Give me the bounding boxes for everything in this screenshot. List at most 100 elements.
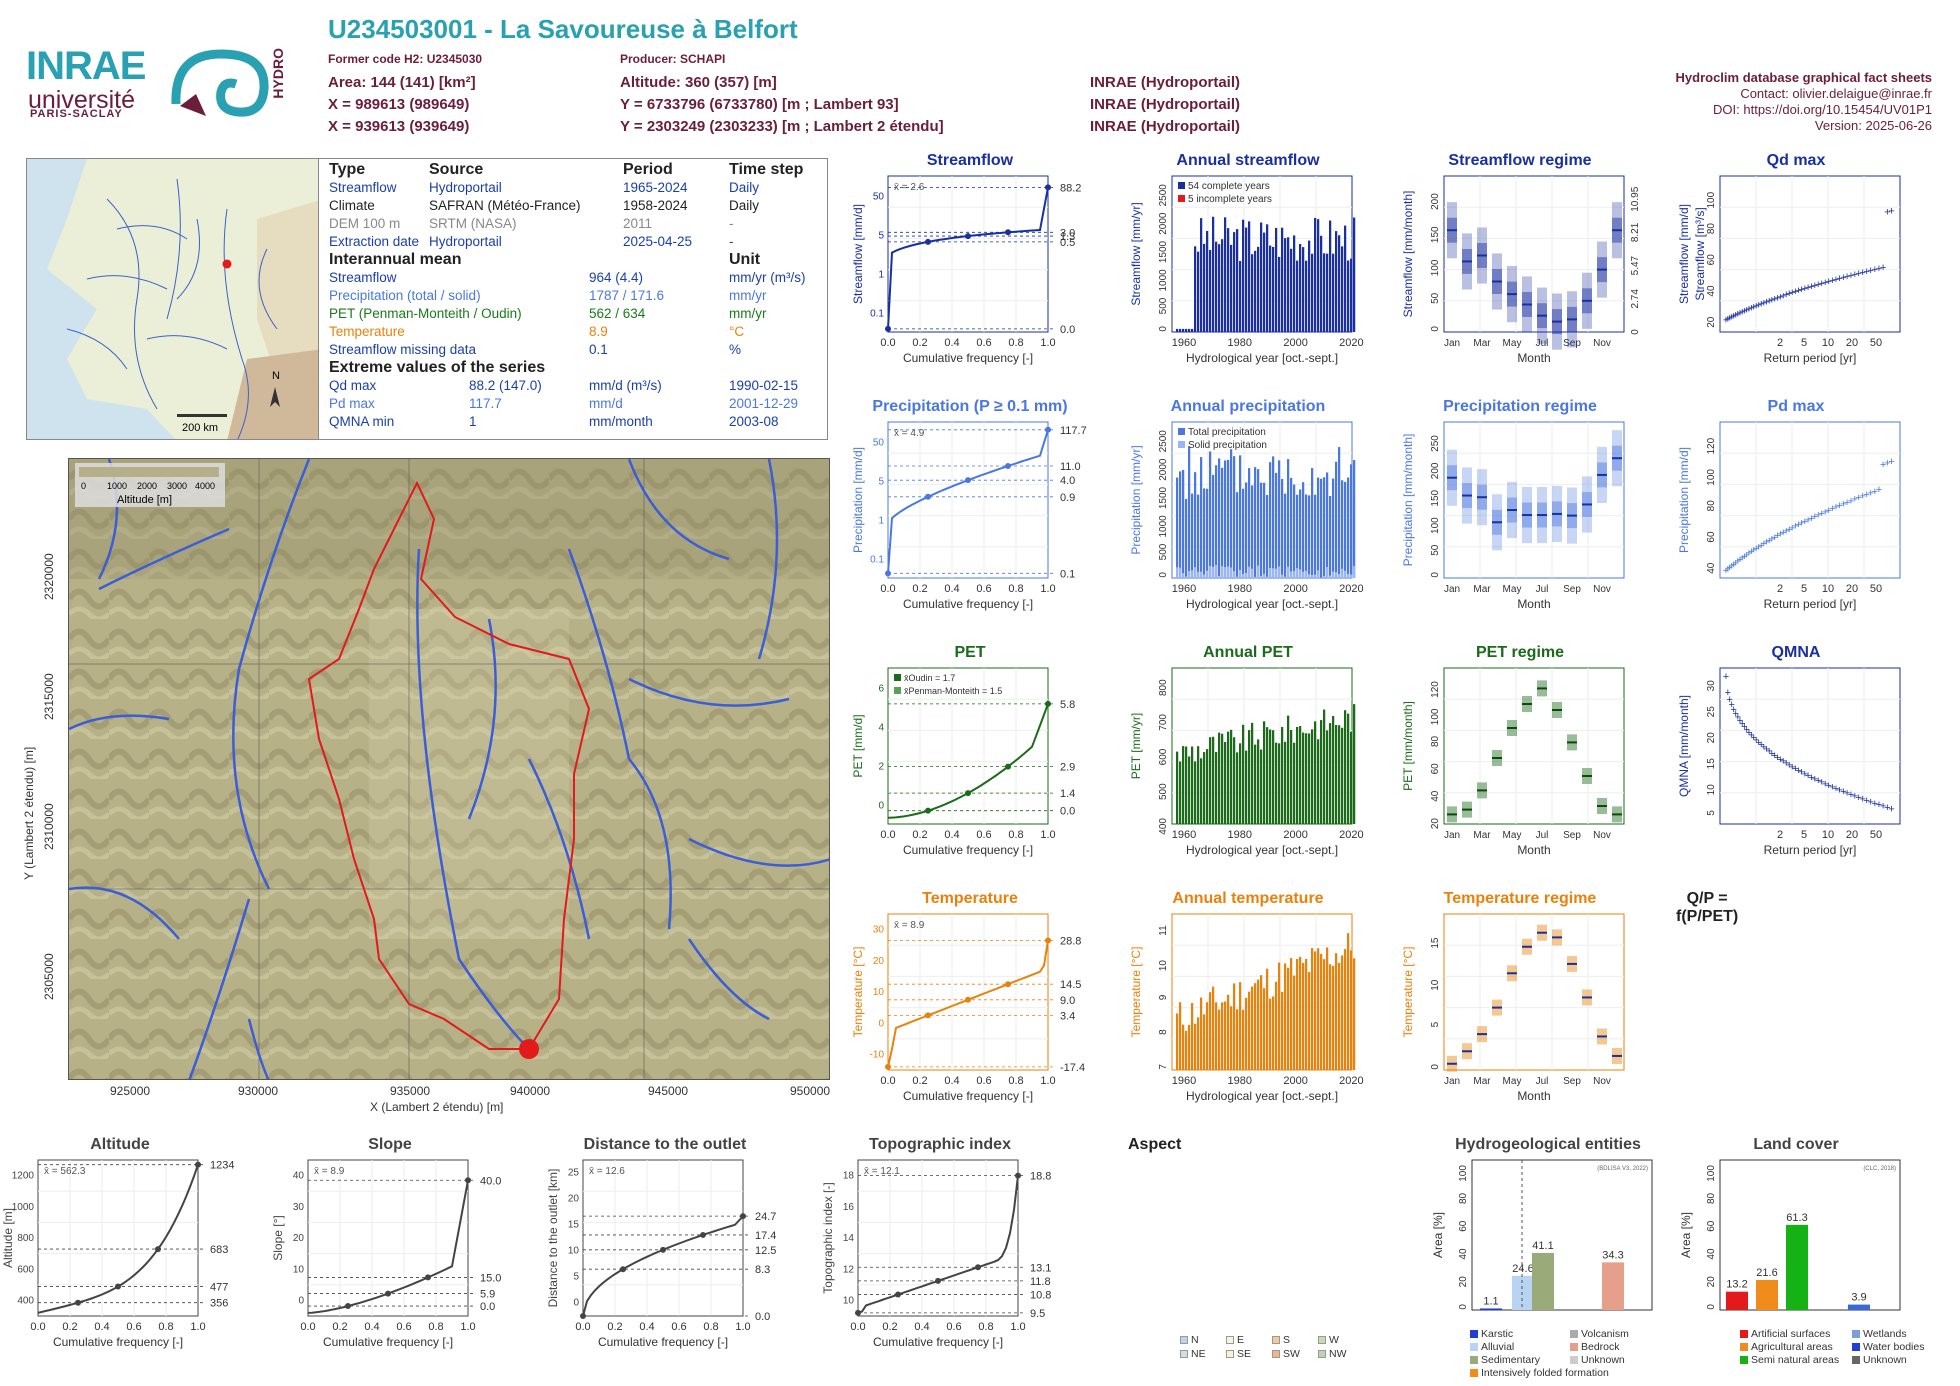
legend-entry: Intensively folded formation [1470, 1367, 1609, 1380]
bar [1344, 481, 1347, 578]
bar [1221, 733, 1224, 824]
producer: Producer: SCHAPI [620, 52, 726, 66]
bar [1188, 328, 1191, 332]
quantile-point [195, 1161, 201, 1168]
quantile-point [385, 1290, 391, 1297]
bar [1236, 1009, 1239, 1070]
y-tick: 100 [1430, 708, 1441, 725]
right-tick: 477 [210, 1282, 228, 1294]
quantile-point [740, 1213, 746, 1220]
bar [1230, 1006, 1233, 1070]
data-point: + [1833, 783, 1839, 795]
hydro-ram-logo [171, 49, 269, 117]
bar [1212, 216, 1215, 332]
y-tick: 0 [298, 1296, 304, 1307]
bar [1350, 731, 1353, 824]
bar [1344, 225, 1347, 332]
right-tick: 12.5 [755, 1245, 776, 1257]
info-mean-precip: Precipitation (total / solid) 1787 / 171.… [329, 288, 767, 303]
data-point: + [1840, 272, 1846, 284]
y-axis-label: Precipitation [mm/d] [851, 447, 865, 553]
bar [1338, 962, 1341, 1070]
bar [1317, 219, 1320, 332]
y-axis-label: Altitude [m] [1, 1208, 15, 1268]
bar [1296, 260, 1299, 332]
x-tick: 1980 [1228, 583, 1252, 595]
bar [1335, 953, 1338, 1070]
y-axis-label: PET [mm/month] [1401, 701, 1415, 791]
bar-solid [1212, 566, 1215, 578]
data-point: + [1783, 289, 1789, 301]
bar [1281, 991, 1284, 1070]
y-axis-label: Streamflow [mm/yr] [1129, 202, 1143, 305]
bar [1308, 733, 1311, 824]
data-point: + [1786, 524, 1792, 536]
data-point: + [1723, 315, 1729, 327]
x-tick: 1.0 [735, 1321, 750, 1333]
quantile-point [925, 493, 931, 500]
data-point: + [1829, 781, 1835, 793]
data-point: + [1808, 772, 1814, 784]
bar [1248, 221, 1251, 332]
quantile-point [700, 1231, 706, 1238]
x-tick: 0.4 [364, 1321, 379, 1333]
info-missing: Streamflow missing data 0.1% [329, 342, 742, 357]
chart-svg: Jan Mar May Jul Sep Nov 0 5 10 15 Month Temperature… [1401, 913, 1625, 1103]
page-title: U234503001 - La Savoureuse à Belfort [328, 14, 798, 44]
chart-title: QMNA [1771, 644, 1821, 661]
bar [1726, 1291, 1748, 1310]
quantile-point [925, 238, 931, 245]
chart-pet_regime: PET regime Jan Mar May Jul Sep Nov 20 40 60 80 100 1… [1400, 644, 1640, 884]
chart-svg: 0.0 0.2 0.4 0.6 0.8 1.0 Cumulative frequency [… [851, 913, 1085, 1103]
right-tick: 11.0 [1060, 461, 1081, 473]
data-point: + [1836, 273, 1842, 285]
paris-saclay-logo: PARIS-SACLAY [30, 108, 123, 120]
bar [1293, 742, 1296, 824]
value-label: 13.2 [1726, 1279, 1747, 1291]
legend-entry: 54 complete years [1188, 181, 1270, 192]
chart-landcover: Land cover 0 20 40 60 80 100 Area [%] (CLC, 2018… [1676, 1136, 1916, 1336]
chart-title: PET [954, 644, 986, 661]
data-point: + [1855, 492, 1861, 504]
bar [1323, 253, 1326, 332]
quantile-point [885, 570, 891, 577]
data-point: + [1763, 296, 1769, 308]
mean-label: x̄ = 8.9 [314, 1166, 345, 1177]
data-point: + [1812, 511, 1818, 523]
y-tick: 5 [573, 1272, 579, 1283]
chart-title: Streamflow regime [1448, 152, 1592, 169]
map-xlabel: X (Lambert 2 étendu) [m] [370, 1100, 504, 1114]
x-axis-label: Hydrological year [oct.-sept.] [1186, 843, 1338, 857]
chart-streamflow_regime: Streamflow regime Jan Mar May Jul Sep Nov 0 50 10… [1400, 152, 1640, 392]
bar-solid [1179, 567, 1182, 578]
data-point: + [1771, 750, 1777, 762]
data-point: + [1833, 274, 1839, 286]
chart-precipitation_regime: Precipitation regime Jan Mar May Jul Sep Nov 0 5… [1400, 398, 1640, 638]
y-tick: 150 [1430, 489, 1441, 506]
right-tick: 5.9 [480, 1289, 495, 1301]
svg-text:0: 0 [81, 481, 86, 491]
bar [1287, 967, 1290, 1070]
y-tick: 8 [1158, 1029, 1169, 1035]
bar [1248, 730, 1251, 824]
data-point: + [1848, 495, 1854, 507]
y-tick: 2000 [1158, 458, 1169, 481]
legend-entry: N [1180, 1334, 1199, 1347]
value-label: 24.6 [1512, 1263, 1533, 1275]
legend-entry: Agricultural areas [1740, 1341, 1833, 1354]
bar [1329, 496, 1332, 578]
bar [1272, 456, 1275, 578]
data-point: + [1867, 487, 1873, 499]
x-tick: 1960 [1172, 583, 1196, 595]
chart-annual_precipitation: Annual precipitation 1960 1980 2000 2020 0 500… [1128, 398, 1368, 638]
legend-entry: Total precipitation [1188, 427, 1266, 438]
data-point: + [1876, 263, 1882, 275]
bar-solid [1302, 571, 1305, 578]
y-tick: 0 [1706, 1304, 1717, 1310]
data-point: + [1872, 486, 1878, 498]
bar [1242, 724, 1245, 824]
bar [1236, 229, 1239, 332]
data-point: + [1855, 268, 1861, 280]
y-tick: 0.1 [870, 308, 884, 319]
bar [1299, 726, 1302, 824]
